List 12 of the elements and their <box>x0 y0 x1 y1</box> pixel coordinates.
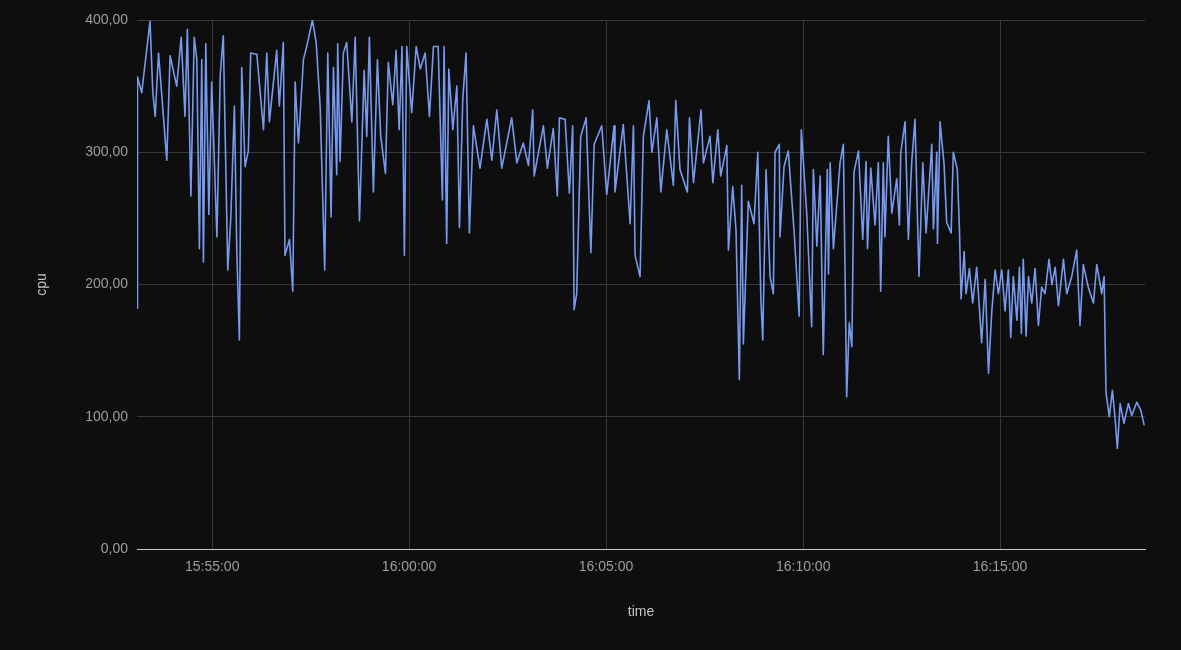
x-tick-label: 15:55:00 <box>184 558 240 575</box>
x-tick-label: 16:00:00 <box>381 558 437 575</box>
y-tick-label: 0,00 <box>100 539 129 556</box>
x-tick-label: 16:10:00 <box>775 558 831 575</box>
y-tick-label: 400,00 <box>85 10 129 27</box>
x-tick-label: 16:05:00 <box>578 558 634 575</box>
y-tick-label: 100,00 <box>85 407 129 424</box>
y-axis-title: cpu <box>33 273 50 296</box>
x-axis-title: time <box>627 603 655 620</box>
x-tick-label: 16:15:00 <box>972 558 1028 575</box>
y-tick-label: 200,00 <box>85 275 129 292</box>
y-tick-label: 300,00 <box>85 143 129 160</box>
